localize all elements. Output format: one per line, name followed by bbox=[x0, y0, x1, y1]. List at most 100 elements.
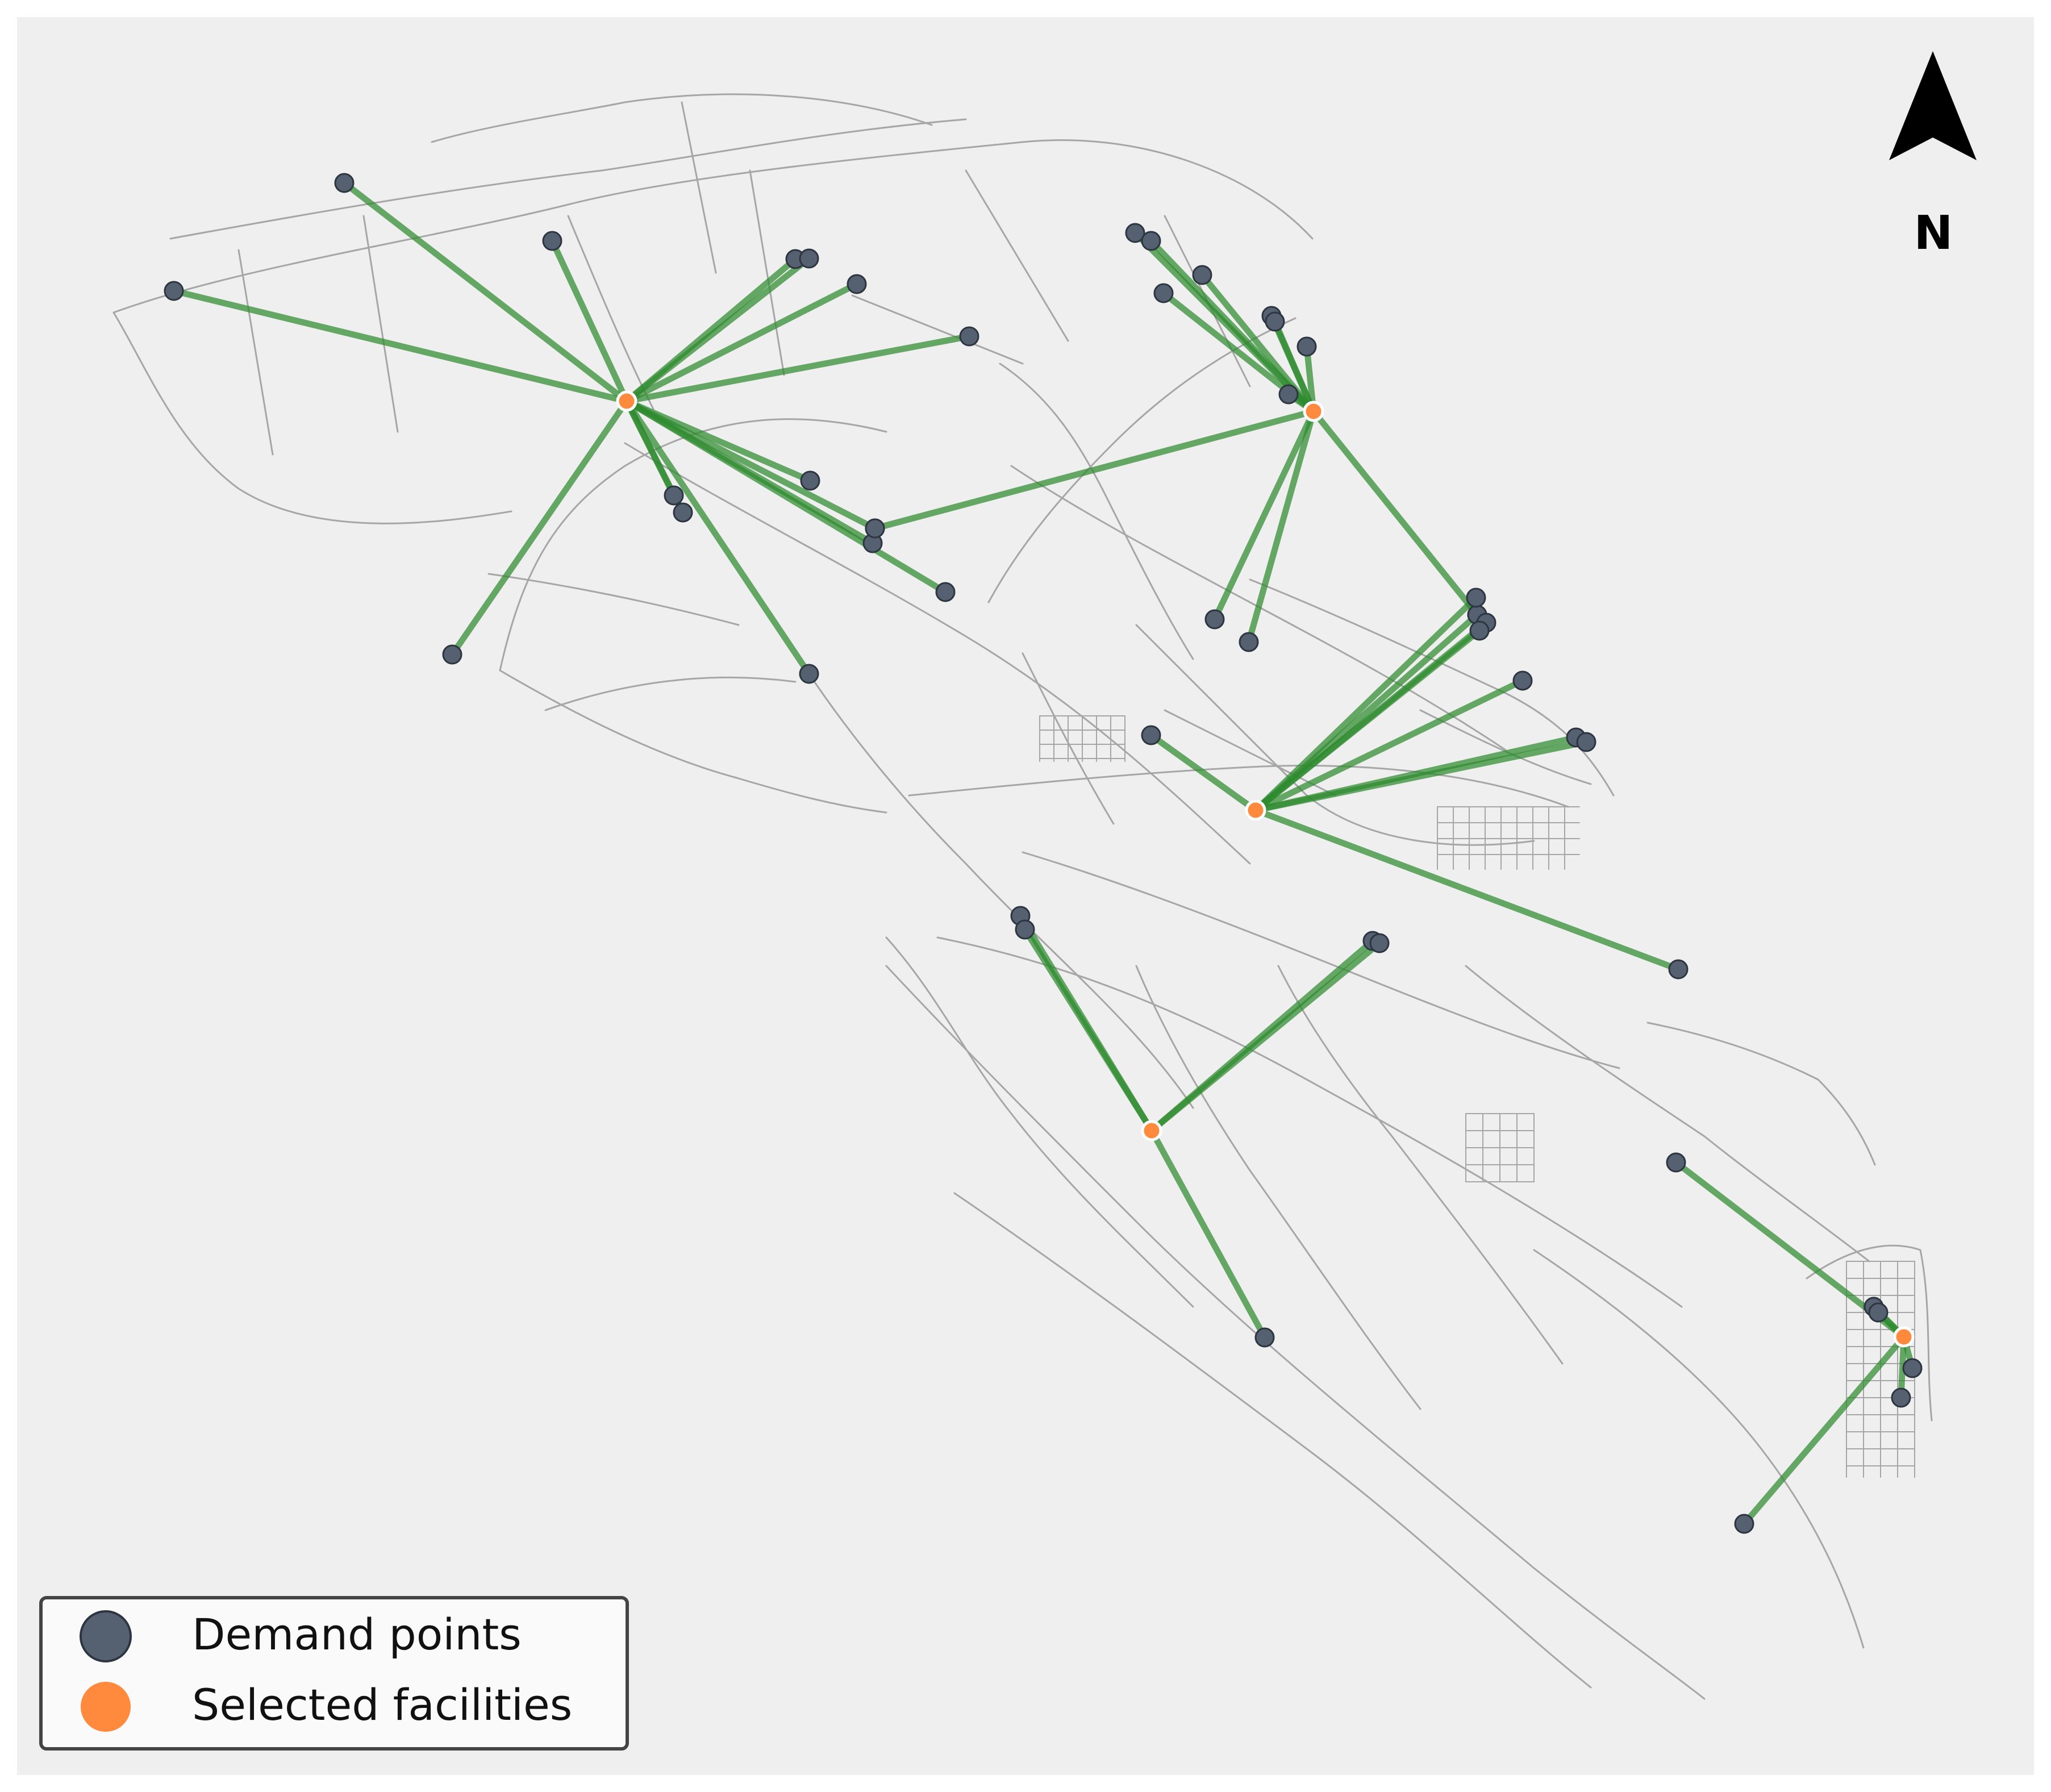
demand-point bbox=[1192, 265, 1212, 285]
legend-facility-marker bbox=[81, 1682, 131, 1732]
facility-points bbox=[616, 390, 1915, 1348]
assignment-line bbox=[623, 398, 812, 677]
demand-point bbox=[1254, 1327, 1275, 1348]
demand-point bbox=[673, 502, 693, 523]
road-segment bbox=[1806, 1244, 1933, 1422]
selected-facility bbox=[1893, 1326, 1915, 1348]
road-segment bbox=[885, 965, 1706, 1700]
selected-facility bbox=[1303, 401, 1324, 422]
demand-point bbox=[1125, 223, 1145, 243]
demand-point bbox=[1297, 336, 1317, 357]
demand-point bbox=[1278, 384, 1299, 405]
north-arrow-icon bbox=[1889, 51, 1977, 160]
legend-demand-label: Demand points bbox=[192, 1609, 522, 1660]
assignment-line bbox=[341, 180, 630, 405]
road-segment bbox=[499, 418, 887, 672]
demand-point bbox=[935, 582, 956, 602]
demand-point bbox=[1141, 725, 1161, 745]
road-segment bbox=[1646, 1022, 1876, 1166]
demand-point bbox=[847, 274, 867, 294]
road-segment bbox=[1249, 578, 1615, 797]
road-segment bbox=[544, 676, 797, 711]
demand-point bbox=[799, 664, 819, 684]
assignment-line bbox=[623, 398, 949, 595]
road-segment bbox=[681, 101, 717, 274]
road-segment bbox=[1135, 965, 1421, 1410]
legend: Demand points Selected facilities bbox=[39, 1596, 629, 1751]
assignment-line bbox=[1252, 677, 1526, 814]
road-segment bbox=[169, 118, 967, 240]
assignment-line bbox=[1310, 408, 1481, 618]
road-segment bbox=[1277, 965, 1564, 1365]
road-segment bbox=[936, 936, 1683, 1308]
demand-point bbox=[1239, 632, 1259, 652]
assignment-line bbox=[1211, 408, 1317, 623]
road-segment bbox=[1465, 965, 1870, 1262]
assignment-line bbox=[1245, 408, 1317, 645]
demand-point bbox=[800, 470, 820, 491]
road-segment bbox=[749, 169, 785, 376]
demand-point bbox=[1734, 1514, 1754, 1534]
road-segment bbox=[1010, 465, 1507, 751]
demand-point bbox=[799, 248, 819, 269]
road-segment bbox=[1533, 1249, 1865, 1649]
selected-facility bbox=[616, 390, 637, 412]
road-segment bbox=[362, 215, 399, 433]
assignment-line bbox=[1303, 343, 1317, 415]
north-arrow: N bbox=[1889, 51, 1977, 260]
road-segment bbox=[806, 669, 1194, 1109]
demand-point bbox=[1891, 1387, 1911, 1408]
legend-demand-marker bbox=[80, 1610, 132, 1662]
assignment-line bbox=[1148, 732, 1259, 814]
demand-point bbox=[1265, 311, 1285, 332]
selected-facility bbox=[1245, 799, 1266, 821]
assignment-lines bbox=[170, 180, 1916, 1527]
road-segment bbox=[885, 936, 1194, 1308]
map-background bbox=[17, 17, 2034, 1775]
assignment-line bbox=[872, 408, 1317, 532]
selected-facility bbox=[1141, 1120, 1162, 1141]
demand-point bbox=[164, 281, 184, 301]
demand-point bbox=[1668, 959, 1689, 980]
road-segment bbox=[908, 765, 1569, 808]
demand-point bbox=[1015, 919, 1035, 940]
demand-point bbox=[1466, 587, 1486, 608]
road-segment bbox=[112, 311, 512, 524]
demand-point bbox=[1666, 1152, 1686, 1173]
assignment-line bbox=[1252, 594, 1479, 814]
demand-point bbox=[1369, 933, 1390, 953]
legend-box bbox=[39, 1596, 629, 1751]
road-segment bbox=[999, 362, 1194, 660]
road-network bbox=[112, 93, 1933, 1700]
demand-point bbox=[1153, 283, 1174, 303]
assignment-line bbox=[1272, 318, 1317, 415]
demand-point bbox=[1469, 620, 1490, 641]
demand-point bbox=[334, 173, 355, 193]
assignment-line bbox=[1148, 940, 1383, 1134]
north-label: N bbox=[1914, 206, 1953, 260]
road-segment bbox=[1022, 851, 1620, 1069]
assignment-line bbox=[1022, 926, 1155, 1134]
demand-point bbox=[1204, 609, 1225, 630]
road-segment bbox=[1022, 652, 1115, 825]
demand-points bbox=[164, 173, 1923, 1534]
road-segment bbox=[431, 93, 933, 143]
demand-point bbox=[442, 644, 462, 665]
road-segment bbox=[487, 573, 740, 626]
demand-point bbox=[1868, 1302, 1889, 1323]
road-segment bbox=[953, 1192, 1592, 1689]
assignment-line bbox=[623, 333, 973, 405]
demand-point bbox=[1512, 670, 1533, 691]
assignment-line bbox=[1252, 807, 1682, 973]
assignment-line bbox=[623, 255, 812, 405]
demand-point bbox=[664, 485, 684, 506]
demand-point bbox=[1902, 1358, 1923, 1378]
demand-point bbox=[959, 326, 979, 347]
assignment-line bbox=[549, 237, 630, 405]
assignment-line bbox=[1252, 739, 1590, 814]
demand-point bbox=[865, 518, 885, 539]
legend-facility-label: Selected facilities bbox=[192, 1680, 572, 1730]
demand-point bbox=[542, 231, 562, 251]
assignment-line bbox=[170, 287, 630, 405]
